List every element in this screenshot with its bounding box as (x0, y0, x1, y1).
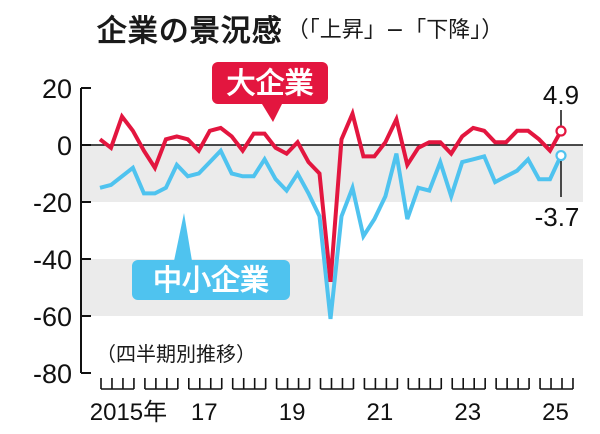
x-tick-label: 2015年 (90, 399, 167, 426)
legend-sme: 中小企業 (132, 260, 290, 300)
x-tick-label: 21 (367, 399, 394, 426)
x-tick-label: 25 (542, 399, 569, 426)
y-tick-label: 0 (57, 131, 72, 161)
end-labels: 4.9 -3.7 (535, 80, 580, 232)
axes (80, 88, 583, 373)
sme-end-value: -3.7 (535, 202, 580, 232)
series-line (99, 147, 563, 320)
y-tick-label: -60 (33, 302, 72, 332)
band-0-to-minus20 (81, 145, 583, 202)
sme-end-marker (555, 149, 567, 162)
chart-title-sub: （「上昇」−「下降」） (286, 18, 504, 43)
x-tick-label: 17 (191, 399, 218, 426)
y-tick-label: 20 (42, 74, 72, 104)
chart-title: 企業の景況感 （「上昇」−「下降」） (0, 6, 600, 50)
x-tick-label: 19 (279, 399, 306, 426)
series-line (98, 107, 563, 283)
sme-label-pointer (174, 213, 192, 261)
y-tick-label: -80 (33, 359, 72, 389)
period-note: （四半期別推移） (96, 342, 256, 366)
large-label-pointer (262, 104, 282, 122)
chart-title-main: 企業の景況感 (96, 14, 283, 49)
large-end-marker (555, 125, 567, 137)
y-tick-label: -40 (33, 245, 72, 275)
x-axis-ticks: 2015年 17 19 21 23 25 (90, 378, 574, 426)
large-end-value: 4.9 (543, 80, 579, 110)
series-lines (98, 107, 563, 320)
y-axis-ticks: 20 0 -20 -40 -60 -80 (33, 74, 91, 389)
label-pointers (174, 104, 282, 261)
legend-large-enterprise: 大企業 (212, 62, 328, 104)
x-tick-label: 23 (454, 399, 481, 426)
y-tick-label: -20 (33, 188, 72, 218)
